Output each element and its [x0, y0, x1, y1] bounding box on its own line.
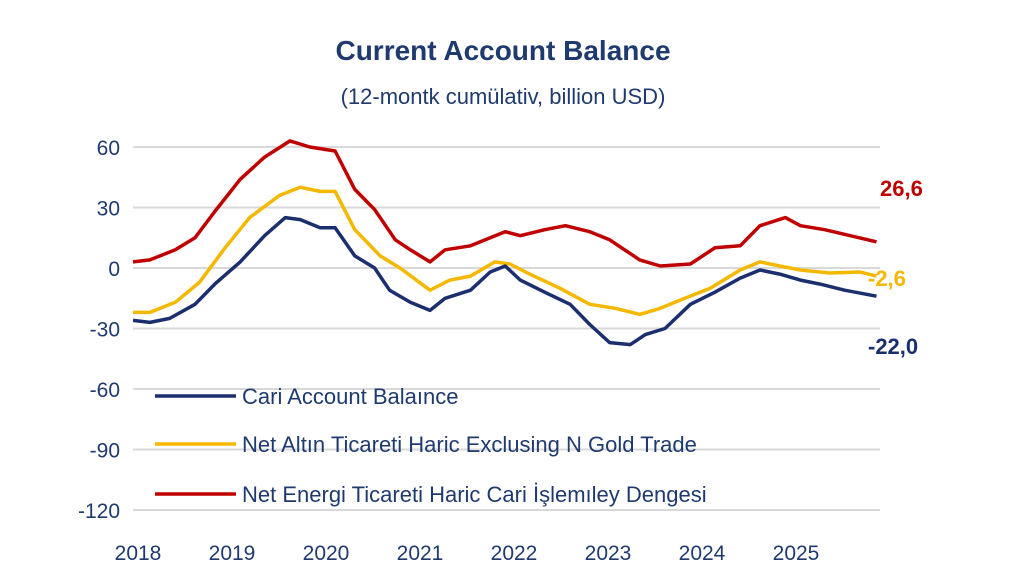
- legend-label: Cari Account Balaınce: [242, 384, 458, 409]
- series-lines: [132, 139, 877, 347]
- chart-subtitle: (12-montk cumülativ, billion USD): [341, 84, 666, 109]
- end-labels: -22,0 -2,6 26,6: [868, 176, 923, 359]
- x-tick-label: 2019: [209, 542, 256, 565]
- x-tick-label: 2025: [773, 542, 820, 565]
- y-axis-ticks: 60 30 0 -30 -60 -90 -120: [78, 137, 120, 523]
- x-tick-label: 2024: [679, 542, 726, 565]
- series-line-2: [132, 139, 877, 268]
- x-tick-label: 2023: [585, 542, 632, 565]
- chart-title: Current Account Balance: [335, 35, 670, 66]
- y-tick-label: 0: [108, 258, 120, 281]
- y-tick-label: 30: [97, 198, 120, 221]
- x-tick-label: 2021: [397, 542, 444, 565]
- end-label-1: -2,6: [868, 266, 906, 291]
- x-axis-ticks: 2018 2019 2020 2021 2022 2023 2024 2025: [115, 542, 820, 565]
- legend-label: Net Altın Ticareti Haric Exclusing N Gol…: [242, 432, 697, 457]
- y-tick-label: -90: [90, 440, 120, 463]
- y-tick-label: -60: [90, 379, 120, 402]
- end-label-0: -22,0: [868, 334, 918, 359]
- series-line-1: [133, 185, 877, 317]
- legend-label: Net Energi Ticareti Haric Cari İşlemıley…: [242, 482, 707, 507]
- x-tick-label: 2022: [491, 542, 538, 565]
- y-tick-label: 60: [97, 137, 120, 160]
- x-tick-label: 2020: [303, 542, 350, 565]
- end-label-2: 26,6: [880, 176, 923, 201]
- y-tick-label: -120: [78, 500, 120, 523]
- series-line-0: [132, 215, 877, 347]
- x-tick-label: 2018: [115, 542, 162, 565]
- y-tick-label: -30: [90, 319, 120, 342]
- legend: Cari Account Balaınce Net Altın Ticareti …: [155, 384, 707, 507]
